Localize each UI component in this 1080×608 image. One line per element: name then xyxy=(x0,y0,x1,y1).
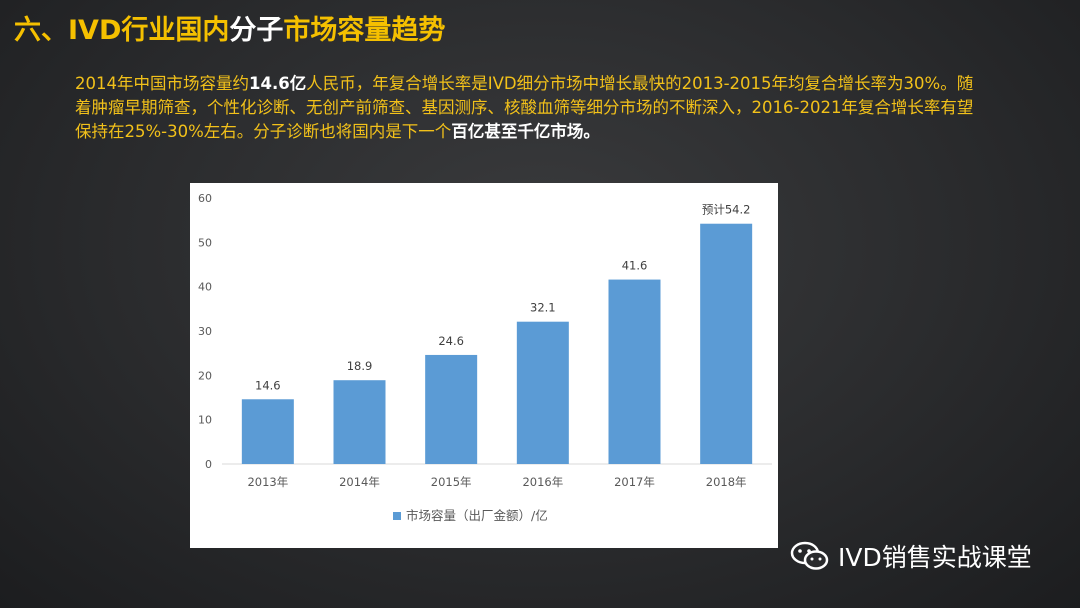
title-highlight: 分子 xyxy=(229,15,284,46)
y-tick-label: 60 xyxy=(198,192,212,205)
x-tick-label: 2016年 xyxy=(522,475,563,489)
y-tick-label: 10 xyxy=(198,414,212,427)
y-tick-label: 30 xyxy=(198,325,212,338)
x-tick-label: 2017年 xyxy=(614,475,655,489)
data-label: 24.6 xyxy=(438,334,464,348)
slide-title: 六、IVD行业国内分子市场容量趋势 xyxy=(14,8,445,47)
bar xyxy=(608,279,661,464)
data-label: 预计54.2 xyxy=(702,203,751,217)
bar xyxy=(516,321,569,464)
watermark-text: IVD销售实战课堂 xyxy=(838,543,1032,572)
x-tick-label: 2018年 xyxy=(706,475,747,489)
bar-chart: 0 10 20 30 40 50 60 14.6 2013年 18.9 2014年 24.6 2015年… xyxy=(190,183,778,548)
data-label: 14.6 xyxy=(255,378,281,392)
text: 。 xyxy=(583,122,600,141)
legend-swatch xyxy=(393,512,401,520)
y-tick-label: 0 xyxy=(205,458,212,471)
bar xyxy=(241,399,294,464)
y-tick-label: 20 xyxy=(198,369,212,382)
y-tick-label: 50 xyxy=(198,236,212,249)
title-part: 六、IVD行业国内 xyxy=(14,15,230,46)
title-part: 市场容量趋势 xyxy=(283,15,446,46)
data-label: 32.1 xyxy=(530,301,556,315)
legend-label: 市场容量（出厂金额）/亿 xyxy=(406,508,548,523)
bar xyxy=(425,354,478,464)
chart-svg: 0 10 20 30 40 50 60 14.6 2013年 18.9 2014年 24.6 2015年… xyxy=(198,192,772,523)
x-tick-label: 2014年 xyxy=(339,475,380,489)
highlight-text: 14.6亿 xyxy=(249,74,307,93)
text: 2014年中国市场容量约 xyxy=(75,74,249,93)
wechat-icon xyxy=(790,541,829,570)
description-paragraph: 2014年中国市场容量约14.6亿人民币，年复合增长率是IVD细分市场中增长最快… xyxy=(75,72,975,144)
text: 人民币，年复合增长率是IVD细分市场中增长最快的2013-2015年均复合增长率… xyxy=(75,74,974,141)
x-tick-label: 2015年 xyxy=(431,475,472,489)
highlight-text: 百亿甚至千亿市场 xyxy=(451,122,584,141)
data-label: 18.9 xyxy=(347,359,373,373)
bar xyxy=(333,380,386,464)
data-label: 41.6 xyxy=(622,259,648,273)
bar xyxy=(700,223,753,464)
x-tick-label: 2013年 xyxy=(247,475,288,489)
watermark: IVD销售实战课堂 xyxy=(790,538,1032,574)
y-tick-label: 40 xyxy=(198,281,212,294)
